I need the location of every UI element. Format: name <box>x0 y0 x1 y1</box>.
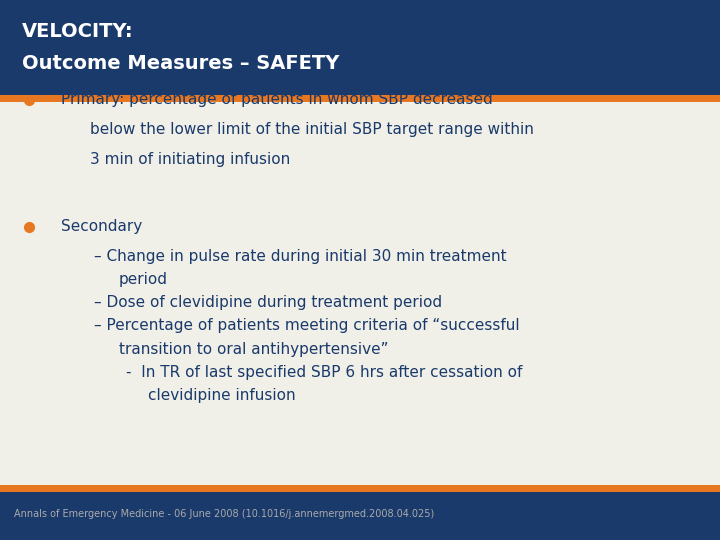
Bar <box>0 94 720 102</box>
Text: Outcome Measures – SAFETY: Outcome Measures – SAFETY <box>22 54 339 73</box>
Text: – Percentage of patients meeting criteria of “successful: – Percentage of patients meeting criteri… <box>94 319 519 334</box>
Text: -  In TR of last specified SBP 6 hrs after cessation of: - In TR of last specified SBP 6 hrs afte… <box>126 365 523 380</box>
Text: below the lower limit of the initial SBP target range within: below the lower limit of the initial SBP… <box>90 122 534 137</box>
Text: Secondary: Secondary <box>61 219 143 234</box>
Text: VELOCITY:: VELOCITY: <box>22 22 133 40</box>
Text: 3 min of initiating infusion: 3 min of initiating infusion <box>90 152 290 167</box>
Bar <box>0 485 720 492</box>
Text: – Change in pulse rate during initial 30 min treatment: – Change in pulse rate during initial 30… <box>94 249 506 264</box>
Bar <box>0 0 720 94</box>
Text: period: period <box>119 272 168 287</box>
Text: – Dose of clevidipine during treatment period: – Dose of clevidipine during treatment p… <box>94 295 442 310</box>
Text: transition to oral antihypertensive”: transition to oral antihypertensive” <box>119 342 388 356</box>
Text: Annals of Emergency Medicine - 06 June 2008 (10.1016/j.annemergmed.2008.04.025): Annals of Emergency Medicine - 06 June 2… <box>14 509 435 519</box>
Bar <box>0 492 720 540</box>
Text: Primary: percentage of patients in whom SBP decreased: Primary: percentage of patients in whom … <box>61 92 493 107</box>
Text: clevidipine infusion: clevidipine infusion <box>148 388 295 403</box>
